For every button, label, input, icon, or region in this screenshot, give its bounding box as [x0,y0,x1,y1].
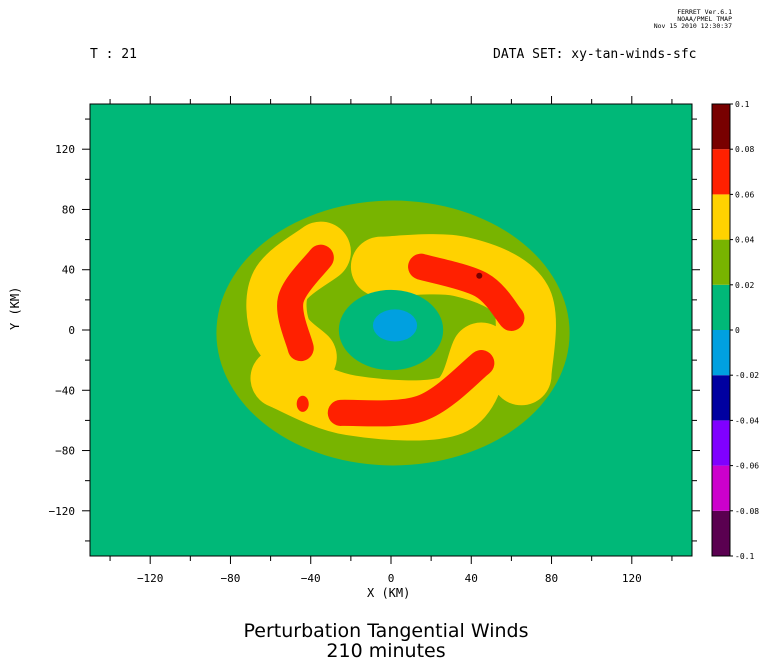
chart-title: Perturbation Tangential Winds 210 minute… [186,621,586,661]
ferret-stamp: FERRET Ver.6.1 NOAA/PMEL TMAP Nov 15 201… [654,9,732,30]
colorbar-swatch [712,149,730,195]
y-tick-label: −40 [55,384,75,397]
x-tick-label: 80 [545,572,558,585]
x-tick-label: 0 [388,572,395,585]
colorbar-swatch [712,194,730,240]
colorbar-label: 0.06 [735,190,754,199]
colorbar-swatch [712,465,730,511]
colorbar-label: 0.08 [735,145,754,154]
colorbar-swatch [712,104,730,150]
axes: −120 −80 −40 0 40 80 120 120 80 40 0 −40 −80 −120 [49,96,700,585]
contour-region-11 [372,309,418,342]
colorbar-label: 0 [735,326,740,335]
stamp-line-2: NOAA/PMEL TMAP [677,15,732,23]
colorbar-label: -0.06 [735,462,759,471]
colorbar-swatch [712,510,730,556]
time-label: T : 21 [90,47,137,62]
x-tick-label: −40 [301,572,321,585]
plot-area [90,104,692,556]
x-tick-label: −120 [137,572,164,585]
colorbar-swatch [712,330,730,376]
y-tick-label: 120 [55,143,75,156]
y-tick-label: −120 [49,505,76,518]
colorbar-label: -0.08 [735,507,759,516]
x-tick-label: 40 [465,572,478,585]
x-axis-label: X (KM) [367,586,411,600]
colorbar-label: 0.04 [735,236,754,245]
colorbar-label: 0.02 [735,281,754,290]
y-tick-label: 80 [62,203,75,216]
colorbar-label: -0.04 [735,416,759,425]
x-tick-label: −80 [221,572,241,585]
contour-region-5 [277,244,334,362]
title-line-2: 210 minutes [326,640,446,662]
colorbar-swatch [712,284,730,330]
colorbar-label: -0.02 [735,371,759,380]
y-tick-label: 40 [62,264,75,277]
colorbar-swatch [712,239,730,285]
colorbar-swatch [712,420,730,466]
colorbar: -0.1 -0.08 -0.06 -0.04 -0.02 0 0.02 0.04 0.06 0.0… [711,100,759,561]
stamp-line-3: Nov 15 2010 12:30:37 [653,22,732,30]
contour-region-8 [296,395,309,412]
stamp-line-1: FERRET Ver.6.1 [677,8,732,16]
contour-region-6 [408,253,525,331]
colorbar-swatch [712,375,730,421]
y-axis-label: Y (KM) [8,286,22,330]
title-line-1: Perturbation Tangential Winds [243,620,529,642]
y-tick-label: −80 [55,445,75,458]
colorbar-label: -0.1 [735,552,754,561]
colorbar-label: 0.1 [735,100,750,109]
x-tick-label: 120 [622,572,642,585]
contour-region-7 [327,350,495,427]
dataset-label: DATA SET: xy-tan-winds-sfc [493,47,697,62]
contour-region-9 [476,272,483,279]
y-tick-label: 0 [68,324,75,337]
